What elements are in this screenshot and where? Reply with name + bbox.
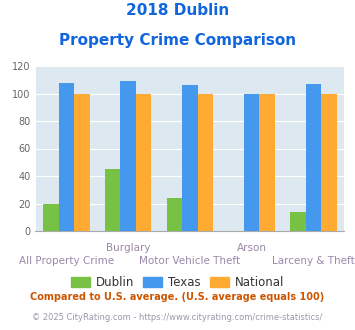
- Text: Property Crime Comparison: Property Crime Comparison: [59, 33, 296, 48]
- Bar: [136, 93, 151, 231]
- Text: All Property Crime: All Property Crime: [19, 256, 114, 266]
- Bar: [260, 93, 275, 231]
- Text: Motor Vehicle Theft: Motor Vehicle Theft: [140, 256, 240, 266]
- Bar: [182, 85, 198, 231]
- Bar: [306, 84, 321, 231]
- Bar: [120, 81, 136, 231]
- Bar: [167, 198, 182, 231]
- Bar: [198, 93, 213, 231]
- Text: 2018 Dublin: 2018 Dublin: [126, 3, 229, 18]
- Text: Burglary: Burglary: [106, 243, 151, 252]
- Text: Compared to U.S. average. (U.S. average equals 100): Compared to U.S. average. (U.S. average …: [31, 292, 324, 302]
- Bar: [321, 93, 337, 231]
- Bar: [74, 93, 89, 231]
- Legend: Dublin, Texas, National: Dublin, Texas, National: [66, 272, 289, 294]
- Bar: [43, 204, 59, 231]
- Text: © 2025 CityRating.com - https://www.cityrating.com/crime-statistics/: © 2025 CityRating.com - https://www.city…: [32, 314, 323, 322]
- Bar: [290, 212, 306, 231]
- Text: Arson: Arson: [237, 243, 267, 252]
- Bar: [105, 169, 120, 231]
- Bar: [59, 82, 74, 231]
- Text: Larceny & Theft: Larceny & Theft: [272, 256, 355, 266]
- Bar: [244, 93, 260, 231]
